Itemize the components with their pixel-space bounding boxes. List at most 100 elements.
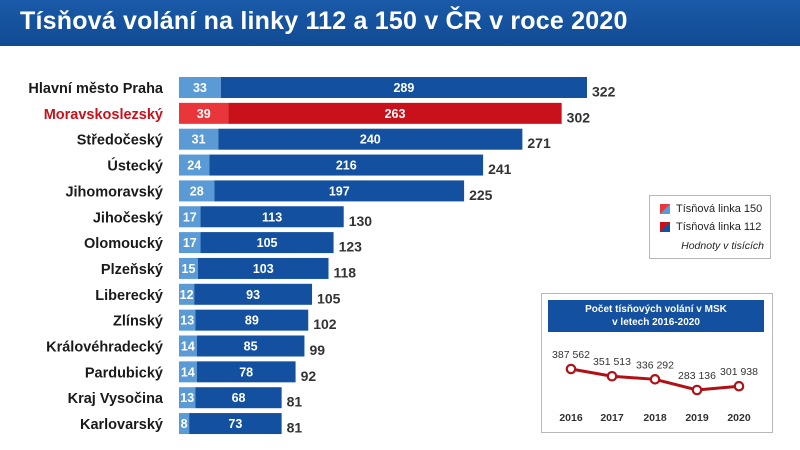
msk-year-tick: 2016 bbox=[559, 412, 583, 424]
value-label-line112: 197 bbox=[329, 184, 350, 198]
legend-unit-note: Hodnoty v tisících bbox=[681, 240, 764, 252]
category-label: Moravskoslezský bbox=[44, 107, 163, 123]
bar-segment-line112 bbox=[214, 180, 465, 202]
bar-segment-line112 bbox=[200, 206, 344, 228]
category-label: Jihomoravský bbox=[65, 184, 163, 200]
value-label-line112: 216 bbox=[336, 159, 357, 173]
bar-segment-line150 bbox=[179, 206, 201, 228]
total-label: 81 bbox=[287, 394, 303, 410]
bar-segment-line150 bbox=[179, 335, 197, 357]
value-label-line112: 240 bbox=[360, 133, 381, 147]
bar-segment-line112 bbox=[194, 283, 313, 305]
msk-line-chart: 387 562 2016 351 513 2017 336 292 2018 283 136… bbox=[552, 349, 758, 424]
bar-segment-line150 bbox=[179, 180, 215, 202]
page-title: Tísňová volání na linky 112 a 150 v ČR v… bbox=[20, 7, 628, 35]
bar-segment-line112 bbox=[209, 154, 484, 176]
value-label-line150: 12 bbox=[180, 288, 194, 302]
value-label-line150: 33 bbox=[193, 81, 207, 95]
category-label: Středočeský bbox=[77, 133, 163, 149]
msk-data-point bbox=[565, 363, 577, 375]
value-label-line150: 8 bbox=[181, 417, 188, 431]
category-label: Plzeňský bbox=[101, 262, 163, 278]
category-label: Karlovarský bbox=[80, 417, 163, 433]
category-label: Jihočeský bbox=[93, 210, 163, 226]
bar-segment-line150 bbox=[179, 387, 196, 409]
msk-data-point bbox=[606, 370, 618, 382]
legend-item-line150: Tísňová linka 150 bbox=[660, 202, 762, 216]
total-label: 99 bbox=[309, 342, 325, 358]
bar-segment-line150 bbox=[179, 154, 210, 176]
category-label: Kraj Vysočina bbox=[68, 391, 164, 407]
value-label-line150: 15 bbox=[182, 262, 196, 276]
legend-label-line112: Tísňová linka 112 bbox=[676, 221, 762, 233]
msk-value-label: 387 562 bbox=[552, 349, 590, 361]
legend-swatch-150-icon bbox=[660, 204, 670, 214]
bar-segment-line150 bbox=[179, 283, 195, 305]
bar-segment-line150 bbox=[179, 413, 190, 435]
value-label-line112: 78 bbox=[239, 365, 253, 379]
legend-swatch-112-icon bbox=[660, 222, 670, 232]
total-label: 322 bbox=[592, 84, 616, 100]
value-label-line150: 14 bbox=[181, 340, 195, 354]
bar-segment-line112 bbox=[228, 102, 562, 124]
total-label: 271 bbox=[527, 135, 551, 151]
value-label-line112: 93 bbox=[246, 288, 260, 302]
bar-segment-line150 bbox=[179, 232, 201, 254]
title-bar: Tísňová volání na linky 112 a 150 v ČR v… bbox=[0, 0, 800, 46]
category-label: Liberecký bbox=[95, 288, 163, 304]
total-label: 241 bbox=[488, 161, 512, 177]
msk-data-point bbox=[691, 384, 703, 396]
legend: Tísňová linka 150 Tísňová linka 112 Hodn… bbox=[649, 195, 771, 259]
value-label-line150: 13 bbox=[180, 314, 194, 328]
value-label-line150: 39 bbox=[197, 107, 211, 121]
value-label-line112: 105 bbox=[257, 236, 278, 250]
bar-segment-line150 bbox=[179, 257, 199, 279]
bar-segment-line112 bbox=[220, 77, 587, 98]
bar-segment-line150 bbox=[179, 102, 229, 124]
total-label: 225 bbox=[469, 187, 493, 203]
value-label-line112: 68 bbox=[232, 391, 246, 405]
value-label-line112: 73 bbox=[228, 417, 242, 431]
value-label-line112: 89 bbox=[245, 314, 259, 328]
bar-segment-line112 bbox=[198, 257, 329, 279]
msk-title-line: v letech 2016-2020 bbox=[612, 317, 700, 328]
bar-segment-line112 bbox=[218, 128, 523, 150]
category-label: Ústecký bbox=[107, 157, 163, 175]
value-label-line112: 263 bbox=[385, 107, 406, 121]
value-label-line150: 28 bbox=[190, 184, 204, 198]
legend-item-line112: Tísňová linka 112 bbox=[660, 220, 761, 234]
bar-segment-line112 bbox=[195, 309, 309, 331]
value-label-line112: 103 bbox=[253, 262, 274, 276]
total-label: 302 bbox=[567, 109, 591, 125]
bar-segment-line150 bbox=[179, 361, 197, 383]
msk-data-point bbox=[733, 380, 745, 392]
msk-data-point bbox=[649, 374, 661, 385]
bar-segment-line150 bbox=[179, 128, 219, 150]
value-label-line150: 17 bbox=[183, 210, 197, 224]
msk-value-label: 336 292 bbox=[636, 359, 674, 371]
value-label-line150: 24 bbox=[187, 159, 201, 173]
bar-segment-line150 bbox=[179, 77, 221, 98]
bar-segment-line112 bbox=[189, 413, 282, 435]
value-label-line150: 14 bbox=[181, 365, 195, 379]
bar-segment-line112 bbox=[200, 232, 334, 254]
category-label: Pardubický bbox=[85, 365, 163, 381]
value-label-line112: 85 bbox=[244, 340, 258, 354]
msk-year-tick: 2020 bbox=[727, 412, 751, 424]
category-label: Královéhradecký bbox=[46, 340, 163, 356]
category-label: Zlínský bbox=[113, 314, 163, 330]
msk-value-label: 351 513 bbox=[593, 356, 631, 368]
legend-label-line150: Tísňová linka 150 bbox=[676, 203, 763, 215]
msk-inset-title: Počet tísňových volání v MSK v letech 201… bbox=[548, 300, 764, 332]
msk-year-tick: 2017 bbox=[600, 412, 624, 424]
msk-year-tick: 2019 bbox=[685, 412, 709, 424]
msk-title-line: Počet tísňových volání v MSK bbox=[585, 304, 727, 315]
msk-value-label: 301 938 bbox=[720, 366, 758, 378]
value-label-line150: 31 bbox=[192, 133, 206, 147]
value-label-line112: 113 bbox=[262, 210, 282, 224]
category-label: Olomoucký bbox=[84, 236, 163, 252]
total-label: 123 bbox=[339, 239, 363, 255]
total-label: 105 bbox=[317, 290, 341, 306]
total-label: 118 bbox=[334, 264, 357, 280]
bar-segment-line112 bbox=[196, 361, 296, 383]
